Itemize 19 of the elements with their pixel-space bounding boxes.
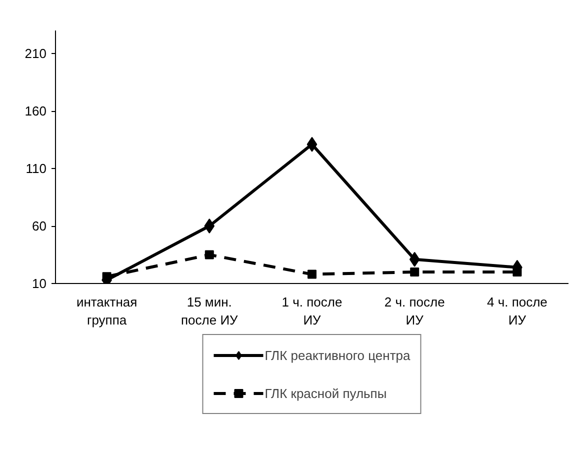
point (409, 252, 420, 267)
point (512, 268, 522, 276)
y-tick-label: 10 (32, 276, 47, 291)
x-tick-label: 15 мин. после ИУ (181, 294, 239, 328)
point (204, 250, 214, 260)
y-tick-label: 60 (32, 218, 47, 234)
point (308, 270, 316, 279)
x-tick-label: 1 ч. после ИУ (282, 294, 342, 328)
legend-label: ГЛК красной пульпы (264, 386, 387, 400)
y-tick-label: 160 (24, 104, 47, 118)
point (306, 136, 318, 152)
x-tick-label: 2 ч. после ИУ (384, 294, 445, 328)
y-tick-label: 110 (26, 161, 47, 176)
x-tick-label: 4 ч. после ИУ (486, 294, 548, 328)
legend-label: ГЛК реактивного центра (264, 348, 410, 362)
point (204, 218, 215, 234)
x-tick-label: интактная группа (76, 294, 138, 328)
y-tick-label: 210 (24, 46, 47, 61)
point (410, 268, 420, 276)
